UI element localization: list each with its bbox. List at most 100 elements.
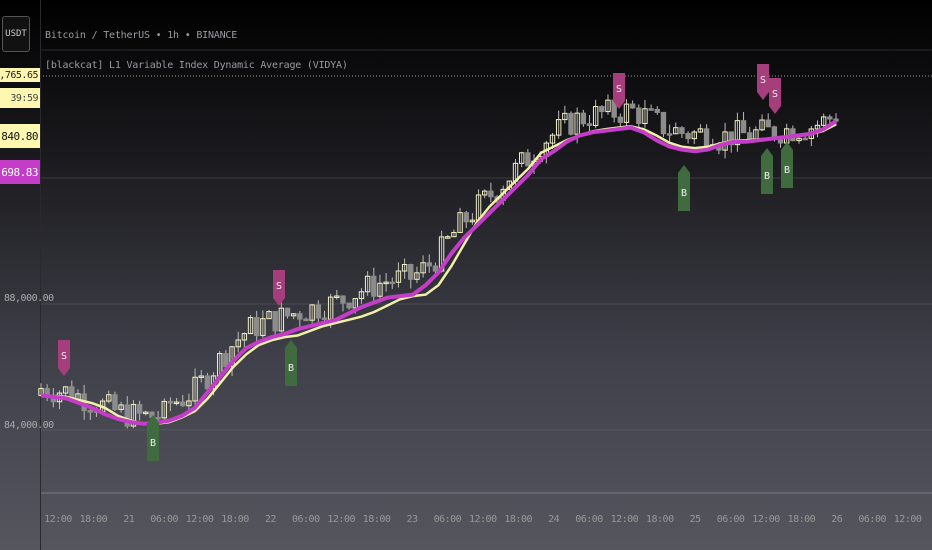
candle	[562, 112, 568, 121]
chart-title: Bitcoin / TetherUS • 1h • BINANCE	[45, 30, 238, 41]
candle	[574, 112, 580, 135]
candle	[802, 137, 808, 141]
candle	[488, 190, 494, 198]
candle	[167, 400, 174, 404]
time-axis-label: 18:00	[645, 514, 674, 525]
candle	[334, 295, 340, 298]
symbol-button[interactable]: USDT	[2, 16, 30, 52]
candle	[759, 119, 765, 131]
candle	[112, 394, 118, 410]
time-axis-label: 12:00	[893, 514, 922, 525]
candle	[161, 400, 167, 419]
candle	[315, 304, 322, 319]
time-axis-label: 06:00	[433, 514, 462, 525]
candle	[623, 103, 630, 123]
candle	[143, 411, 149, 415]
candle	[568, 112, 574, 135]
time-axis-label: 06:00	[858, 514, 886, 525]
candle	[660, 111, 667, 135]
time-axis-label: 18:00	[362, 514, 391, 525]
candle	[284, 307, 291, 317]
candle	[408, 264, 414, 280]
candle	[642, 108, 648, 125]
candle	[599, 106, 605, 113]
candle	[605, 99, 611, 113]
time-axis-label: 18:00	[504, 514, 532, 525]
ma-value-tag: 93,698.83	[0, 160, 40, 184]
candle	[198, 375, 204, 378]
time-axis-label: 12:00	[752, 514, 780, 525]
candle	[833, 118, 839, 122]
candle	[814, 124, 821, 130]
marker-label: S	[276, 281, 282, 292]
indicator-title[interactable]: [blackcat] L1 Variable Index Dynamic Ave…	[45, 60, 348, 71]
candle	[155, 416, 161, 420]
marker-label: S	[61, 351, 67, 362]
time-axis-label: 24	[548, 514, 560, 525]
candle	[525, 152, 531, 167]
candle	[673, 127, 679, 135]
candle	[358, 291, 365, 300]
buy-marker: B	[147, 415, 159, 461]
time-axis-label: 06:00	[575, 514, 603, 525]
candle	[364, 275, 371, 293]
marker-label: S	[616, 84, 622, 95]
candle	[451, 231, 457, 238]
countdown-tag: 39:59	[0, 88, 40, 108]
candle	[617, 116, 624, 123]
candle	[420, 262, 426, 274]
sell-marker: S	[757, 64, 769, 100]
candle	[186, 400, 192, 407]
candle	[106, 394, 112, 402]
candle	[703, 128, 710, 148]
marker-label: S	[772, 89, 778, 100]
marker-label: B	[764, 171, 770, 182]
candle	[414, 272, 420, 280]
candle	[482, 190, 488, 196]
time-axis-label: 12:00	[185, 514, 214, 525]
candle	[309, 304, 315, 321]
last-price-tag: 93,765.65	[0, 68, 40, 82]
candle	[765, 119, 771, 128]
candle	[266, 311, 272, 320]
buy-marker: B	[781, 142, 793, 188]
sell-marker: S	[769, 78, 781, 114]
time-axis-label: 25	[689, 514, 702, 525]
candle	[395, 270, 402, 283]
candle	[654, 108, 660, 113]
time-axis-label: 12:00	[327, 514, 355, 525]
time-axis-label: 12:00	[468, 514, 497, 525]
candle	[457, 212, 463, 233]
candle	[518, 152, 525, 164]
buy-marker: B	[285, 340, 297, 386]
time-axis-label: 23	[406, 514, 418, 525]
price-tick-label: 88,000.00	[4, 293, 54, 304]
time-axis-label: 21	[123, 514, 135, 525]
candle	[469, 219, 476, 223]
candle	[130, 403, 137, 427]
candle	[272, 311, 278, 332]
candle	[371, 275, 377, 297]
candle	[445, 236, 451, 239]
candle	[235, 339, 241, 348]
candle	[648, 108, 654, 111]
candle	[260, 318, 266, 337]
candle	[728, 131, 734, 146]
candle	[62, 386, 69, 394]
candle	[426, 262, 432, 267]
candle	[383, 281, 389, 285]
candle	[463, 212, 469, 223]
candle	[685, 132, 691, 140]
candle	[592, 106, 599, 127]
candle	[666, 133, 673, 136]
candle	[173, 401, 180, 405]
candle	[636, 107, 642, 125]
candle	[580, 112, 587, 125]
candle	[192, 376, 198, 402]
time-axis-label: 18:00	[787, 514, 816, 525]
candle	[241, 333, 248, 341]
candle	[555, 119, 562, 136]
candle	[87, 410, 94, 413]
